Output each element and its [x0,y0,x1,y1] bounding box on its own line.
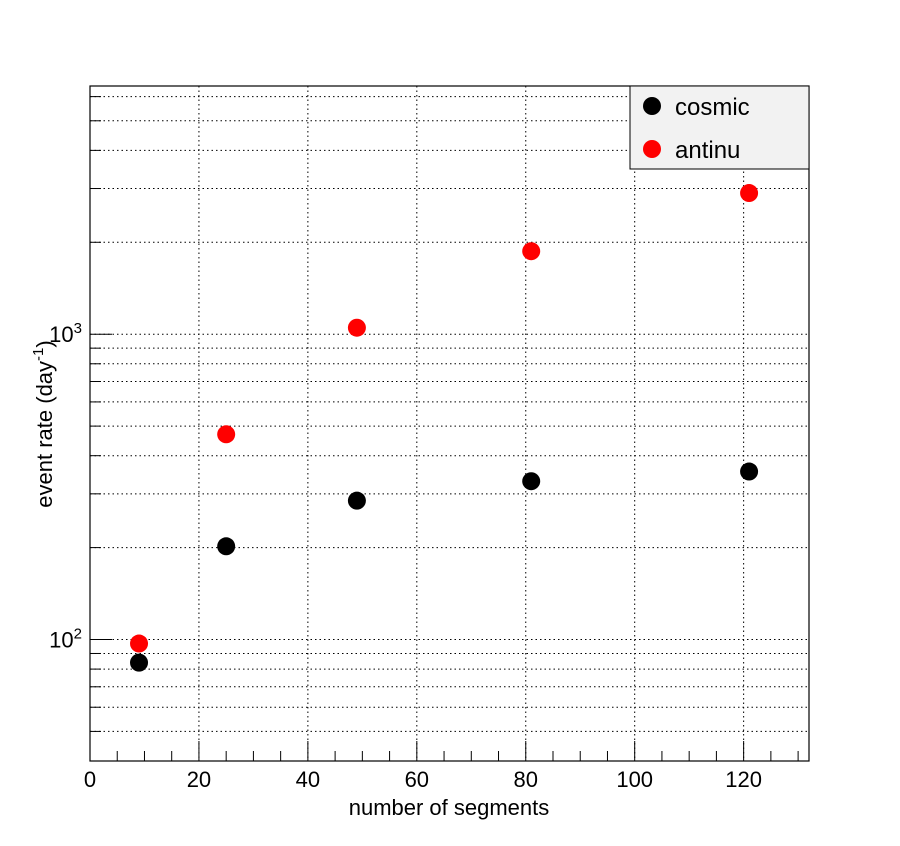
data-point-cosmic [217,537,236,556]
y-tick-label: 103 [49,320,82,347]
data-point-cosmic [130,653,149,672]
x-tick-label: 60 [405,767,429,792]
grid-lines [90,86,809,762]
x-tick-label: 20 [187,767,211,792]
y-axis-label-main: event rate (day [32,361,57,508]
legend-marker-antinu [643,140,661,158]
x-tick-label: 80 [514,767,538,792]
x-tick-label: 40 [296,767,320,792]
y-tick-label-exp: 3 [74,320,82,337]
data-point-antinu [347,318,366,337]
y-axis-label-close: ) [32,340,57,347]
x-tick-label: 0 [84,767,96,792]
legend: cosmic antinu [629,85,810,170]
legend-label-antinu: antinu [675,137,740,164]
plot-frame [89,85,810,762]
x-axis-label: number of segments [349,795,550,820]
x-tick-label: 120 [725,767,762,792]
y-tick-label-exp: 2 [74,626,82,643]
y-axis-label: event rate (day-1) [30,340,57,507]
y-tick-label: 102 [49,626,82,653]
legend-label-cosmic: cosmic [675,94,750,121]
legend-marker-cosmic [643,97,661,115]
x-tick-label: 100 [616,767,653,792]
data-point-cosmic [740,462,759,481]
y-tick-label-base: 10 [49,628,73,653]
data-point-antinu [522,242,541,261]
data-point-cosmic [522,472,541,491]
data-points [130,184,759,672]
y-tick-label-base: 10 [49,322,73,347]
data-point-antinu [740,184,759,203]
data-point-antinu [217,425,236,444]
legend-box [629,85,810,170]
y-axis-label-sup: -1 [30,348,47,361]
data-point-cosmic [347,491,366,510]
data-point-antinu [130,634,149,653]
